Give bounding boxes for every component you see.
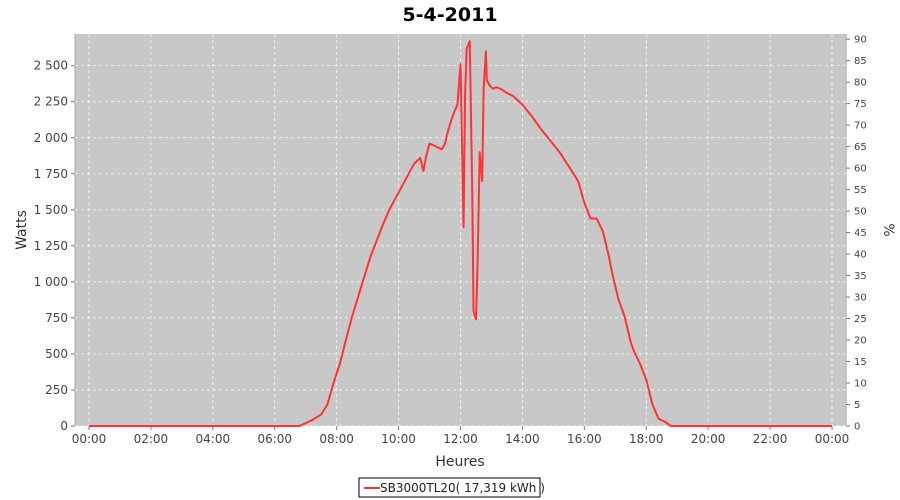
x-tick-label: 04:00 — [196, 432, 231, 446]
x-tick-label: 20:00 — [691, 432, 726, 446]
y-tick-label: 2 500 — [34, 59, 68, 73]
y-tick-label: 2 000 — [34, 131, 68, 145]
x-tick-label: 12:00 — [443, 432, 478, 446]
y2-tick-label: 60 — [854, 164, 867, 175]
y2-tick-label: 5 — [854, 400, 860, 411]
x-tick-label: 08:00 — [319, 432, 354, 446]
x-tick-label: 00:00 — [815, 432, 850, 446]
y2-tick-label: 10 — [854, 379, 867, 390]
y-tick-label: 250 — [45, 383, 68, 397]
series-line — [89, 40, 832, 427]
legend: SB3000TL20( 17,319 kWh ) — [358, 477, 545, 498]
y2-tick-label: 35 — [854, 271, 867, 282]
y-axis-label: Watts — [14, 210, 30, 250]
x-tick-label: 18:00 — [629, 432, 664, 446]
y-tick-label: 1 000 — [34, 275, 68, 289]
y2-tick-label: 40 — [854, 250, 867, 261]
y2-tick-label: 0 — [854, 422, 860, 433]
y-tick-label: 2 250 — [34, 95, 68, 109]
y-tick-label: 750 — [45, 311, 68, 325]
legend-box — [358, 477, 541, 498]
x-tick-label: 06:00 — [257, 432, 292, 446]
y-tick-label: 1 250 — [34, 239, 68, 253]
y2-tick-label: 55 — [854, 185, 867, 196]
y2-tick-label: 80 — [854, 78, 867, 89]
y2-tick-label: 50 — [854, 207, 867, 218]
y2-tick-label: 20 — [854, 336, 867, 347]
y2-tick-label: 90 — [854, 35, 867, 46]
y2-tick-label: 15 — [854, 357, 867, 368]
y-tick-label: 1 750 — [34, 167, 68, 181]
x-tick-label: 14:00 — [505, 432, 540, 446]
y-tick-label: 500 — [45, 347, 68, 361]
y-tick-label: 0 — [60, 419, 68, 433]
x-axis-label: Heures — [435, 454, 484, 470]
x-tick-label: 02:00 — [134, 432, 169, 446]
y-tick-label: 1 500 — [34, 203, 68, 217]
y2-tick-label: 70 — [854, 121, 867, 132]
y2-tick-label: 25 — [854, 314, 867, 325]
x-tick-label: 16:00 — [567, 432, 602, 446]
chart-title: 5-4-2011 — [402, 4, 497, 26]
x-tick-label: 10:00 — [381, 432, 416, 446]
y2-tick-label: 85 — [854, 56, 867, 67]
y2-axis-label: % — [880, 223, 896, 236]
legend-entry: SB3000TL20( 17,319 kWh ) — [380, 481, 545, 495]
x-tick-label: 22:00 — [753, 432, 788, 446]
y2-tick-label: 65 — [854, 142, 867, 153]
y2-tick-label: 75 — [854, 99, 867, 110]
y2-tick-label: 45 — [854, 228, 867, 239]
y2-tick-label: 30 — [854, 293, 867, 304]
x-tick-label: 00:00 — [72, 432, 107, 446]
